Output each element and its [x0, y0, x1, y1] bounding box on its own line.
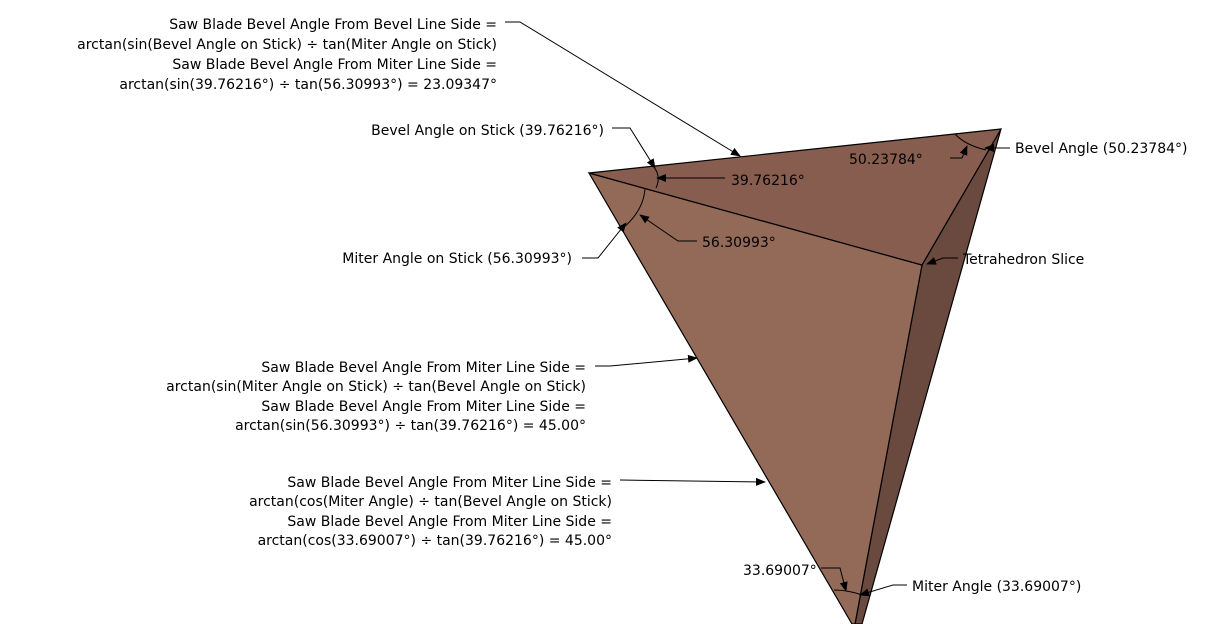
formula-line: Saw Blade Bevel Angle From Miter Line Si…: [287, 475, 612, 491]
leader-miter-angle: [859, 584, 907, 597]
bevel-angle-value: 50.23784°: [849, 152, 923, 168]
leader-miter-angle-value: [821, 567, 848, 592]
formula-line: Saw Blade Bevel Angle From Miter Line Si…: [287, 514, 612, 530]
bevel-on-stick-label: Bevel Angle on Stick (39.76216°): [371, 123, 604, 139]
bevel-side-formula: Saw Blade Bevel Angle From Bevel Line Si…: [77, 17, 497, 93]
top-face: [588, 128, 1003, 266]
formula-line: Saw Blade Bevel Angle From Miter Line Si…: [261, 399, 586, 415]
formula-line: Saw Blade Bevel Angle From Bevel Line Si…: [169, 17, 497, 33]
leader-miter-side-formula-sin: [595, 354, 698, 367]
formula-line: arctan(cos(Miter Angle) ÷ tan(Bevel Angl…: [249, 494, 612, 510]
leader-miter-side-formula-cos: [619, 477, 766, 486]
formula-line: arctan(cos(33.69007°) ÷ tan(39.76216°) =…: [258, 533, 612, 549]
leader-miter-on-stick-value: [639, 214, 697, 242]
formula-line: arctan(sin(39.76216°) ÷ tan(56.30993°) =…: [119, 77, 497, 93]
leader-tetrahedron-slice: [926, 257, 958, 265]
miter-angle-label: Miter Angle (33.69007°): [912, 579, 1081, 595]
miter-angle-value: 33.69007°: [743, 563, 817, 579]
leader-bevel-angle-value: [950, 145, 968, 159]
miter-side-formula-sin: Saw Blade Bevel Angle From Miter Line Si…: [166, 360, 586, 434]
leader-bevel-on-stick: [612, 127, 656, 169]
formula-line: arctan(sin(Bevel Angle on Stick) ÷ tan(M…: [77, 37, 497, 53]
miter-side-formula-cos: Saw Blade Bevel Angle From Miter Line Si…: [249, 475, 612, 549]
formula-line: arctan(sin(Miter Angle on Stick) ÷ tan(B…: [166, 379, 586, 395]
leader-bevel-side-formula: [505, 21, 741, 157]
bevel-angle-arc: [954, 133, 987, 151]
miter-on-stick-label: Miter Angle on Stick (56.30993°): [342, 251, 572, 267]
miter-on-stick-value: 56.30993°: [702, 235, 776, 251]
formula-line: Saw Blade Bevel Angle From Miter Line Si…: [172, 57, 497, 73]
leader-miter-on-stick: [582, 222, 627, 259]
bevel-on-stick-value: 39.76216°: [731, 173, 805, 189]
tetrahedron-slice-label: Tetrahedron Slice: [962, 252, 1084, 268]
bevel-angle-label: Bevel Angle (50.23784°): [1015, 141, 1187, 157]
formula-line: arctan(sin(56.30993°) ÷ tan(39.76216°) =…: [235, 418, 586, 434]
formula-line: Saw Blade Bevel Angle From Miter Line Si…: [261, 360, 586, 376]
